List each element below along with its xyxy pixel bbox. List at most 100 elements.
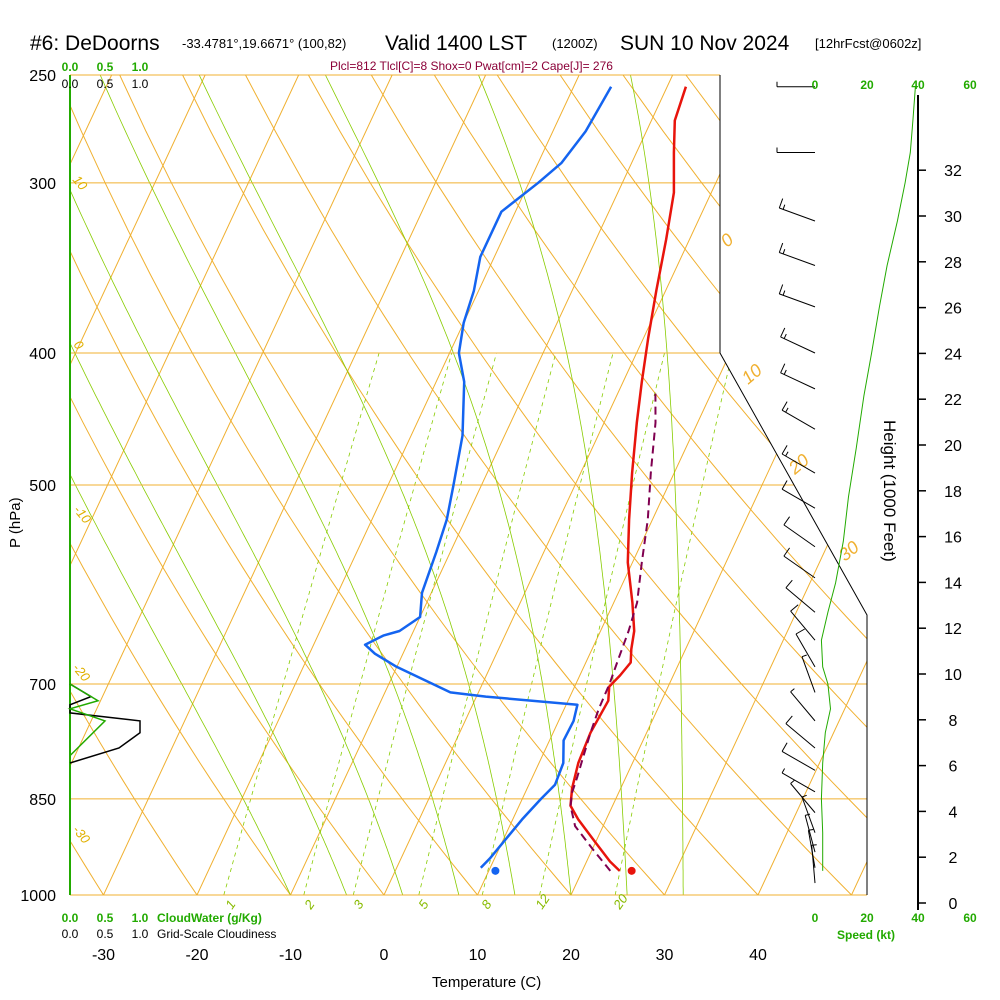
mixing-ratio-label: 3 (350, 897, 367, 912)
wind-barb-flag (780, 363, 786, 374)
wind-barb-halfflag (790, 779, 795, 784)
cloudiness-scale-bottom: 1.0 (132, 927, 149, 941)
height-tick-label: 30 (944, 209, 962, 226)
dry-adiabat-line (433, 75, 867, 895)
wind-barb-shaft (785, 587, 816, 613)
wind-barb (790, 604, 816, 641)
mixing-ratio-line (539, 352, 665, 895)
speed-profile (820, 86, 916, 871)
pressure-tick-label: 850 (29, 792, 56, 809)
wind-barb-halfflag (790, 688, 795, 693)
cloudiness-scale-top: 0.0 (62, 77, 79, 91)
moist-adiabat-line (70, 75, 347, 895)
station-coords: -33.4781°,19.6671° (100,82) (182, 36, 346, 51)
wind-barb (781, 401, 816, 430)
wind-barb-shaft (811, 845, 816, 884)
height-axis-label: Height (1000 Feet) (880, 420, 899, 562)
utc-time: (1200Z) (552, 36, 598, 51)
temperature-tick-label: -10 (279, 947, 302, 964)
wind-barb (783, 516, 816, 548)
speed-scale-bottom: 60 (963, 911, 977, 925)
height-tick-label: 26 (944, 301, 962, 318)
wind-barb-shaft (779, 207, 816, 222)
moist-adiabat-line (630, 75, 684, 895)
wind-barb (785, 579, 816, 613)
cloud-profiles (67, 683, 141, 764)
moist-adiabat-line (70, 75, 404, 895)
dry-adiabat-line (307, 75, 867, 895)
height-tick-label: 6 (949, 759, 958, 776)
wind-barb (781, 445, 816, 474)
temperature-tick-label: -20 (185, 947, 208, 964)
cloudwater-scale-top: 1.0 (132, 60, 149, 74)
height-tick-label: 28 (944, 255, 962, 272)
station-title: #6: DeDoorns (30, 32, 160, 55)
wind-barb (811, 844, 817, 884)
mixing-ratio-lines (223, 352, 733, 895)
sounding-series (363, 86, 688, 875)
isobar-lines (70, 74, 867, 896)
dry-adiabat-line (182, 75, 759, 895)
temperature-tick-label: 20 (562, 947, 580, 964)
plot-area (69, 74, 868, 896)
cloudiness-scale-bottom: 0.0 (62, 927, 79, 941)
wind-barb-shaft (780, 372, 816, 390)
temperature-tick-label: 0 (380, 947, 389, 964)
speed-scale-top: 60 (963, 78, 977, 92)
wind-barb-flag (783, 547, 791, 557)
pressure-tick-label: 250 (29, 68, 56, 85)
dry-adiabat-labels: 10 0 -10 -20 -30 (70, 172, 95, 847)
cloudwater-scale-top: 0.0 (62, 60, 79, 74)
isotherm-label: 30 (835, 537, 863, 565)
wind-barb-flag (778, 242, 784, 253)
wind-barb-halfflag (782, 290, 786, 296)
wind-barb-flag (783, 516, 791, 526)
cloudwater-scale-bottom: 0.0 (62, 911, 79, 925)
wind-barb-halfflag (808, 829, 814, 831)
mixing-ratio-label: 5 (415, 897, 432, 912)
temperature-tick-label: 40 (749, 947, 767, 964)
dry-adiabat-line (70, 75, 385, 895)
dry-adiabat-label: -30 (70, 822, 94, 847)
dry-adiabat-line (370, 75, 867, 895)
isotherm-label: 10 (738, 360, 766, 388)
pressure-tick-label: 300 (29, 176, 56, 193)
height-tick-label: 8 (949, 713, 958, 730)
dry-adiabat-label: 10 (70, 172, 91, 193)
wind-barb-flag (778, 198, 784, 209)
dry-adiabat-line (245, 75, 852, 895)
mixing-ratio-label: 20 (610, 891, 632, 913)
cloudiness-scale-top: 0.5 (97, 77, 114, 91)
wind-barb-shaft (781, 750, 816, 771)
dry-adiabat-label: -10 (71, 502, 95, 527)
wind-barbs (776, 81, 817, 884)
pressure-tick-label: 1000 (20, 888, 56, 905)
dry-adiabat-line (496, 75, 867, 895)
wind-barb (783, 547, 816, 579)
wind-barb-halfflag (785, 407, 789, 413)
cloudwater-scale-top: 0.5 (97, 60, 114, 74)
wind-barb-flag (778, 284, 784, 295)
temperature-tick-label: 10 (469, 947, 487, 964)
height-tick-label: 18 (944, 484, 962, 501)
isotherm-line (757, 75, 867, 895)
wind-barb-shaft (781, 488, 816, 509)
wind-barb-shaft (783, 555, 816, 579)
wind-barb-flag (781, 445, 788, 455)
wind-barb (790, 688, 816, 722)
wind-barb-shaft (795, 633, 816, 668)
wind-barb-flag (790, 604, 799, 612)
height-tick-label: 16 (944, 530, 962, 547)
height-tick-label: 22 (944, 392, 962, 409)
mixing-ratio-line (352, 352, 497, 895)
y-axis-label: P (hPa) (7, 497, 24, 548)
height-tick-label: 2 (949, 850, 958, 867)
mixing-ratio-line (223, 352, 380, 895)
cloudwater-scale-bottom: 0.5 (97, 911, 114, 925)
cloudiness-label: Grid-Scale Cloudiness (157, 927, 276, 941)
speed-scale-bottom: 0 (812, 911, 819, 925)
dry-adiabat-line (119, 75, 665, 895)
